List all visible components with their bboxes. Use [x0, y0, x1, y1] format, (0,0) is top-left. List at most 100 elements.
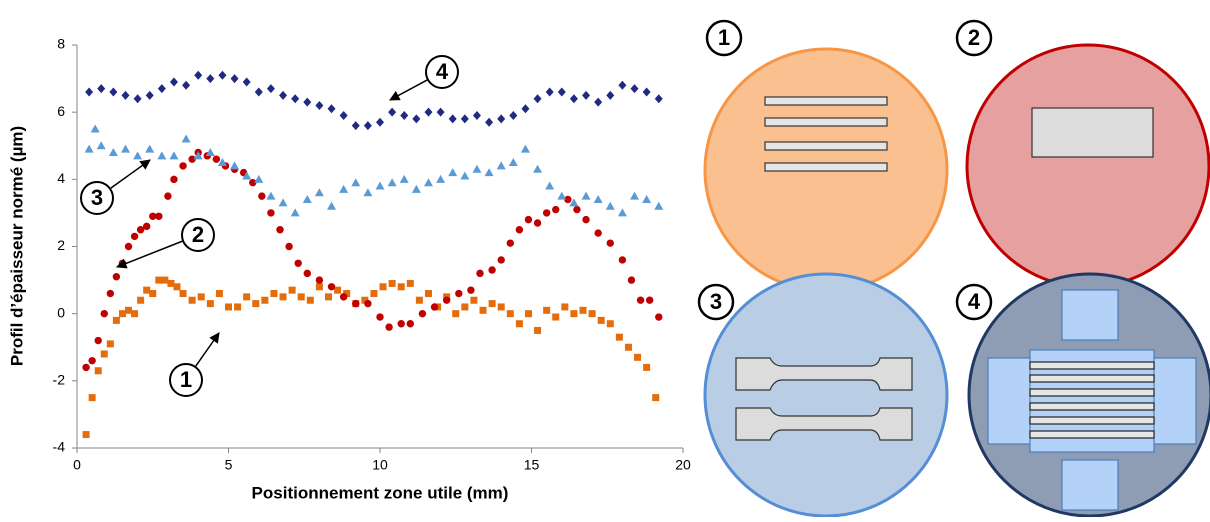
point: [630, 84, 639, 94]
y-tick-label: 6: [57, 103, 65, 119]
x-axis-title: Positionnement zone utile (mm): [252, 483, 509, 502]
annotation-circle: [425, 55, 459, 89]
x-tick-label: 5: [225, 457, 233, 473]
point: [164, 192, 172, 200]
annotation-arrow: [195, 332, 220, 367]
point: [254, 174, 264, 183]
point: [363, 188, 373, 197]
point: [361, 296, 369, 304]
point: [343, 290, 351, 298]
point: [167, 279, 175, 287]
point: [561, 303, 569, 311]
annotation-label: 2: [192, 222, 204, 247]
point: [97, 84, 106, 94]
point: [327, 201, 337, 210]
point: [467, 286, 475, 294]
diagram-label-circle: [955, 283, 993, 321]
point: [597, 316, 605, 324]
point: [406, 279, 414, 287]
point: [364, 299, 372, 308]
point: [290, 208, 300, 217]
point: [388, 279, 396, 287]
point: [249, 178, 257, 187]
point: [100, 350, 108, 358]
point: [149, 212, 157, 220]
point: [315, 276, 324, 284]
point: [206, 300, 214, 308]
point: [520, 144, 530, 153]
point: [285, 242, 293, 251]
point: [411, 184, 421, 193]
point: [618, 256, 627, 264]
annotation-label: 3: [91, 185, 103, 210]
point: [303, 97, 312, 107]
point: [452, 310, 460, 318]
point: [579, 306, 587, 314]
point: [472, 164, 482, 173]
point: [157, 84, 166, 94]
point: [506, 310, 514, 318]
point: [136, 226, 145, 234]
point: [564, 195, 572, 204]
point: [533, 94, 542, 104]
point: [206, 74, 215, 84]
point: [376, 313, 384, 321]
point: [106, 340, 114, 348]
point: [533, 219, 542, 227]
point: [125, 306, 133, 314]
point: [252, 300, 260, 308]
point: [654, 201, 664, 210]
y-tick-label: -2: [53, 372, 66, 388]
diagram-label: 1: [718, 25, 730, 50]
point: [96, 141, 106, 150]
point: [484, 168, 494, 177]
annotation-arrow: [110, 159, 151, 189]
point: [279, 293, 287, 301]
point: [327, 283, 336, 291]
point: [173, 283, 181, 291]
point: [375, 181, 385, 190]
point: [130, 232, 139, 241]
point: [472, 111, 481, 121]
point: [182, 80, 191, 90]
point: [170, 175, 178, 184]
point: [606, 320, 614, 328]
annotation-arrow: [389, 79, 428, 101]
diagram-label: 2: [968, 25, 980, 50]
point: [230, 161, 240, 170]
annotation-circle: [80, 181, 114, 215]
point: [436, 107, 445, 117]
point: [412, 114, 421, 124]
diagram-label-circle: [697, 283, 735, 321]
point: [242, 77, 251, 87]
point: [627, 276, 636, 284]
point: [524, 310, 532, 318]
point: [460, 114, 469, 124]
point: [181, 134, 191, 143]
point: [593, 194, 603, 203]
point: [315, 100, 324, 110]
point: [605, 201, 615, 210]
point: [415, 296, 423, 304]
point: [324, 293, 332, 301]
diagram-3: [703, 272, 949, 518]
point: [479, 306, 487, 314]
point: [90, 124, 100, 133]
point: [624, 343, 632, 351]
point: [297, 293, 305, 301]
x-tick-label: 0: [73, 457, 81, 473]
annotation-arrow: [116, 240, 183, 269]
point: [643, 363, 651, 371]
point: [242, 171, 252, 180]
point: [142, 222, 151, 231]
point: [655, 313, 663, 321]
point: [461, 303, 469, 311]
point: [279, 90, 288, 100]
point: [327, 104, 336, 114]
point: [234, 303, 242, 311]
point: [588, 310, 596, 318]
point: [155, 212, 163, 220]
point: [399, 174, 409, 183]
point: [485, 117, 494, 127]
